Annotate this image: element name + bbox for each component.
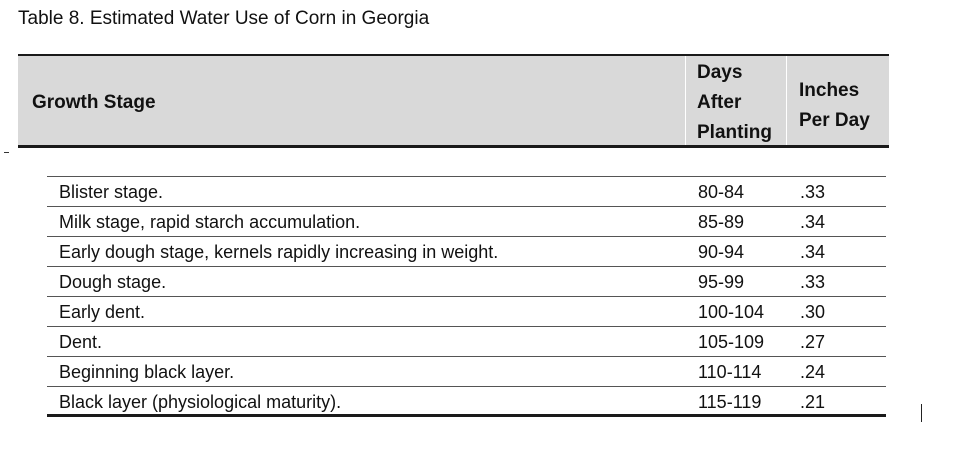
cell-inches: .34 xyxy=(800,242,826,262)
header-days-line: Days xyxy=(697,62,743,83)
table-row: Early dent. 100-104 .30 xyxy=(47,297,886,327)
cell-days: 90-94 xyxy=(698,242,745,262)
cell-inches: .24 xyxy=(800,362,826,382)
cell-inches: .21 xyxy=(800,392,826,412)
cell-growth-stage: Black layer (physiological maturity). xyxy=(59,392,342,412)
cell-inches: .27 xyxy=(800,332,826,352)
table-row: Beginning black layer. 110-114 .24 xyxy=(47,357,886,387)
cell-days: 80-84 xyxy=(698,182,745,202)
header-column-divider xyxy=(786,56,787,145)
header-growth-stage: Growth Stage xyxy=(32,92,156,113)
table-row: Blister stage. 80-84 .33 xyxy=(47,177,886,207)
text-cursor-mark xyxy=(921,404,922,422)
cell-days: 85-89 xyxy=(698,212,745,232)
table-header: Growth Stage Days After Planting Inches … xyxy=(18,54,889,148)
header-inches-line: Per Day xyxy=(799,110,870,131)
header-days-line: Planting xyxy=(697,122,772,143)
header-days-after-planting: Days After Planting xyxy=(697,58,772,148)
cell-days: 100-104 xyxy=(698,302,765,322)
cell-days: 110-114 xyxy=(698,362,762,382)
cell-growth-stage: Early dough stage, kernels rapidly incre… xyxy=(59,242,499,262)
cell-growth-stage: Early dent. xyxy=(59,302,146,322)
cell-inches: .30 xyxy=(800,302,826,322)
cell-growth-stage: Milk stage, rapid starch accumulation. xyxy=(59,212,361,232)
header-inches-per-day: Inches Per Day xyxy=(799,76,870,136)
table-row: Early dough stage, kernels rapidly incre… xyxy=(47,237,886,267)
cell-days: 115-119 xyxy=(698,392,762,412)
table-row: Dent. 105-109 .27 xyxy=(47,327,886,357)
cell-inches: .33 xyxy=(800,182,826,202)
header-days-line: After xyxy=(697,92,742,113)
cell-growth-stage: Beginning black layer. xyxy=(59,362,235,382)
cell-inches: .33 xyxy=(800,272,826,292)
cell-growth-stage: Dough stage. xyxy=(59,272,167,292)
table-row: Milk stage, rapid starch accumulation. 8… xyxy=(47,207,886,237)
table-caption: Table 8. Estimated Water Use of Corn in … xyxy=(18,8,430,29)
cell-growth-stage: Blister stage. xyxy=(59,182,164,202)
header-inches-line: Inches xyxy=(799,80,860,101)
cell-inches: .34 xyxy=(800,212,826,232)
cell-days: 95-99 xyxy=(698,272,745,292)
table-row: Dough stage. 95-99 .33 xyxy=(47,267,886,297)
table-row: Black layer (physiological maturity). 11… xyxy=(47,387,886,417)
header-column-divider xyxy=(685,56,686,145)
cell-days: 105-109 xyxy=(698,332,765,352)
table-body-top-rule xyxy=(47,176,886,177)
cell-growth-stage: Dent. xyxy=(59,332,103,352)
margin-dash-mark xyxy=(4,152,9,153)
